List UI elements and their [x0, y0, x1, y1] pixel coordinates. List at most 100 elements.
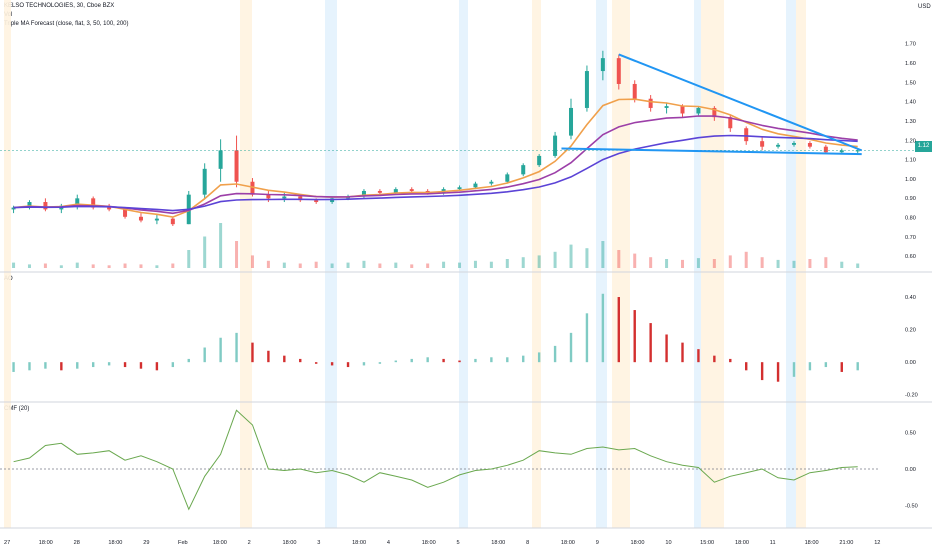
volume-bar-37 [601, 241, 605, 268]
candle-body-36 [584, 71, 589, 108]
session-band-0 [4, 0, 11, 528]
time-axis-tick-14: 18:00 [491, 540, 505, 546]
volume-bar-51 [824, 257, 828, 268]
volume-bar-16 [266, 260, 270, 268]
ao-bar-34 [553, 345, 557, 363]
volume-bar-9 [155, 265, 159, 268]
price-axis-tick-6: 1.10 [905, 158, 916, 164]
volume-bar-27 [442, 261, 446, 268]
ao-axis-tick-3: -0.20 [905, 393, 918, 399]
candle-body-22 [361, 190, 366, 197]
ao-bar-20 [330, 362, 334, 366]
candle-body-15 [250, 181, 255, 195]
volume-bar-50 [808, 259, 812, 268]
candle-body-14 [234, 150, 239, 182]
candle-body-34 [553, 135, 558, 156]
time-axis-tick-4: 29 [143, 540, 149, 546]
time-axis-tick-12: 18:00 [422, 540, 436, 546]
volume-bar-14 [235, 241, 239, 268]
session-band-1 [240, 0, 252, 528]
cmf-axis-tick-2: -0.50 [905, 504, 918, 510]
volume-bar-52 [840, 261, 844, 268]
ao-bar-18 [299, 358, 302, 363]
ao-bar-12 [203, 347, 206, 363]
ao-bar-22 [362, 362, 366, 366]
candle-body-24 [393, 189, 398, 193]
ao-bar-17 [283, 355, 286, 363]
volume-bar-4 [75, 262, 79, 268]
volume-bar-44 [712, 259, 716, 268]
time-axis-tick-19: 10 [665, 540, 671, 546]
ao-bar-25 [410, 358, 413, 363]
ao-bar-26 [426, 357, 429, 363]
volume-bar-30 [489, 261, 493, 268]
ao-bar-50 [808, 362, 812, 371]
volume-bar-32 [521, 257, 525, 268]
ao-bar-11 [187, 358, 190, 363]
ao-bar-29 [474, 358, 477, 363]
session-band-3 [459, 0, 468, 528]
ao-bar-53 [856, 362, 859, 371]
time-axis-tick-21: 18:00 [735, 540, 749, 546]
candle-body-44 [712, 107, 717, 118]
ao-bar-32 [522, 355, 525, 363]
volume-bar-19 [314, 261, 318, 268]
ao-bar-43 [697, 349, 700, 363]
cmf-line [13, 409, 858, 511]
price-axis-tick-8: 0.90 [905, 196, 916, 202]
candle-body-41 [664, 106, 669, 108]
time-axis-tick-18: 18:00 [631, 540, 645, 546]
ao-bar-38 [617, 297, 620, 363]
ao-bar-19 [314, 362, 318, 364]
cmf-pane-label[interactable]: CMF (20) [4, 406, 30, 412]
ao-axis-tick-0: 0.40 [905, 295, 916, 301]
ao-bar-45 [729, 358, 732, 363]
candle-body-39 [632, 83, 637, 99]
ao-bar-42 [681, 342, 684, 363]
ma-legend[interactable]: Triple MA Forecast (close, flat, 3, 50, … [4, 21, 129, 27]
volume-bar-22 [362, 260, 366, 268]
price-axis-tick-9: 0.80 [905, 216, 916, 222]
cmf-axis-tick-1: 0.00 [905, 467, 916, 473]
price-axis-tick-5: 1.20 [905, 138, 916, 144]
volume-bar-29 [473, 260, 477, 268]
session-band-9 [786, 0, 796, 528]
volume-bar-3 [59, 265, 63, 268]
trendline-upper [618, 53, 863, 152]
volume-bar-11 [187, 250, 191, 268]
volume-bar-28 [458, 262, 462, 268]
candle-body-33 [537, 155, 542, 166]
ao-bar-16 [267, 350, 270, 363]
candle-body-7 [123, 209, 128, 217]
candle-body-4 [75, 198, 80, 206]
ao-axis-tick-1: 0.20 [905, 328, 916, 334]
volume-bar-8 [139, 264, 143, 268]
candle-body-6 [107, 207, 112, 210]
candle-body-32 [521, 165, 526, 175]
candle-body-17 [282, 196, 287, 199]
candle-body-5 [91, 198, 96, 208]
volume-bar-45 [728, 255, 732, 268]
ao-bar-51 [824, 362, 828, 368]
candle-body-48 [776, 144, 781, 147]
candle-body-46 [744, 128, 749, 142]
volume-bar-48 [776, 259, 780, 268]
volume-bar-0 [12, 262, 16, 268]
volume-bar-49 [792, 260, 796, 268]
volume-bar-38 [617, 250, 621, 268]
volume-bar-10 [171, 263, 175, 268]
volume-bar-2 [43, 263, 47, 268]
ao-bar-13 [219, 337, 222, 363]
volume-bar-53 [856, 263, 860, 268]
cmf-axis-tick-0: 0.50 [905, 430, 916, 436]
candle-body-9 [154, 218, 159, 221]
candle-body-8 [138, 216, 143, 221]
volume-bar-24 [394, 262, 398, 268]
volume-bar-26 [426, 263, 430, 268]
ao-bar-21 [346, 362, 350, 368]
time-axis-tick-25: 12 [874, 540, 880, 546]
volume-bar-7 [123, 263, 127, 268]
volume-bar-33 [537, 255, 541, 268]
time-axis-tick-0: 27 [4, 540, 10, 546]
